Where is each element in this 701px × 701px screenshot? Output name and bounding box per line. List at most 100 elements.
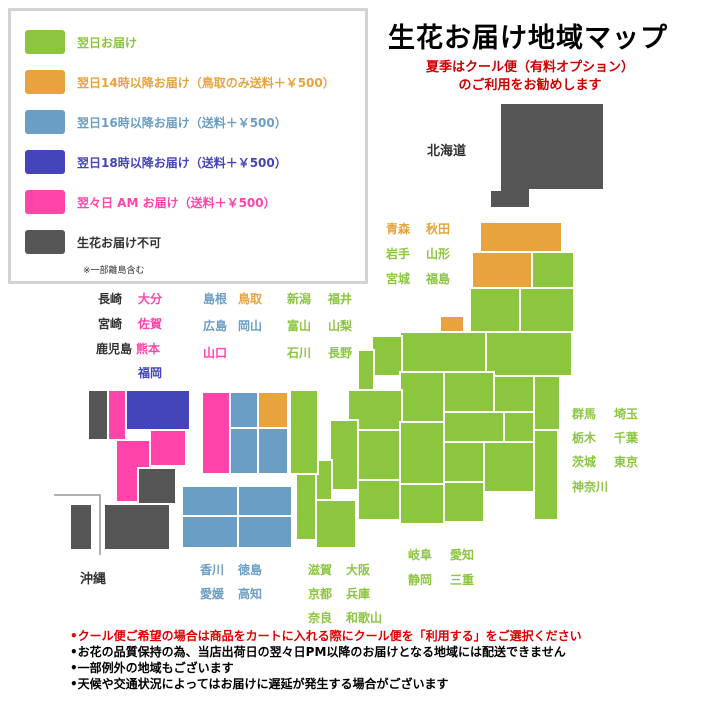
- prefecture-label-shikoku: 高知: [238, 587, 263, 601]
- prefecture-label-tokai: 愛知: [450, 548, 475, 562]
- prefecture-label-hokuriku: 山梨: [328, 319, 353, 333]
- aichi-block: [399, 483, 445, 525]
- saga-block: [107, 389, 127, 441]
- prefecture-label-kanto: 栃木: [572, 431, 597, 445]
- fukuoka-block: [125, 389, 191, 431]
- footnote-quality: •お花の品質保持の為、当店出荷日の翌々日PM以降のお届けとなる地域には配送できま…: [70, 645, 566, 659]
- prefecture-label-kyushu: 鹿児島: [96, 342, 133, 356]
- prefecture-label-kanto: 東京: [614, 455, 639, 469]
- region-label-hokkaido: 北海道: [427, 144, 467, 159]
- gunma-block: [443, 371, 495, 413]
- prefecture-label-kyushu: 大分: [138, 292, 163, 306]
- prefecture-label-kyushu: 長崎: [98, 292, 123, 306]
- prefecture-label-hokuriku: 福井: [328, 292, 353, 306]
- prefecture-label-tohoku: 秋田: [426, 222, 451, 236]
- shimane-block: [229, 391, 259, 429]
- prefecture-label-kanto: 茨城: [572, 455, 597, 469]
- footnote-cool-delivery: •クール便ご希望の場合は商品をカートに入れる際にクール便を「利用する」をご選択く…: [70, 629, 582, 643]
- subtitle-line-1: 夏季はクール便（有料オプション）: [425, 60, 634, 75]
- legend-label: 翌日お届け: [77, 35, 138, 50]
- legend-label: 生花お届け不可: [77, 235, 162, 250]
- legend-item-day-after-am: 翌々日 AM お届け（送料＋￥500）: [25, 189, 276, 215]
- legend-item-not-available: 生花お届け不可: [25, 229, 161, 255]
- iwate-block: [531, 251, 575, 289]
- legend-swatch: [25, 230, 65, 254]
- prefecture-label-hokuriku: 石川: [287, 346, 312, 360]
- ehime-block: [181, 515, 239, 549]
- nagano-block: [399, 371, 445, 423]
- legend-swatch: [25, 190, 65, 214]
- akita-block: [471, 251, 533, 289]
- saitama-block: [443, 411, 505, 443]
- kyoto-block: [329, 419, 359, 491]
- kinki-north-block: [357, 429, 401, 481]
- kagoshima-block: [103, 503, 171, 551]
- prefecture-label-hokuriku: 長野: [328, 346, 353, 360]
- fukushima-block: [485, 331, 573, 377]
- miyazaki-block: [137, 467, 177, 505]
- map-title: 生花お届け地域マップ: [388, 23, 668, 54]
- nagasaki-block: [87, 389, 109, 441]
- legend-box: 翌日お届け 翌日14時以降お届け（鳥取のみ送料＋￥500） 翌日16時以降お届け…: [8, 8, 368, 284]
- yamaguchi-block: [201, 391, 231, 475]
- hokkaido-block: [489, 102, 605, 209]
- prefecture-label-shikoku: 香川: [200, 563, 225, 577]
- tottori-block: [257, 391, 289, 429]
- prefecture-label-tohoku: 青森: [386, 222, 411, 236]
- prefecture-label-kinki: 滋賀: [308, 563, 333, 577]
- prefecture-label-chugoku: 鳥取: [238, 292, 263, 306]
- footnote-exceptions: •一部例外の地域もございます: [70, 661, 234, 675]
- prefecture-label-kinki: 京都: [308, 587, 333, 601]
- kanagawa-block: [483, 441, 535, 493]
- prefecture-label-tohoku: 岩手: [386, 247, 411, 261]
- prefecture-label-kanto: 神奈川: [572, 480, 609, 494]
- prefecture-label-kanto: 群馬: [572, 407, 597, 421]
- prefecture-label-chugoku: 山口: [203, 346, 228, 360]
- prefecture-label-hokuriku: 富山: [287, 319, 312, 333]
- legend-label: 翌日18時以降お届け（送料＋￥500）: [77, 155, 287, 170]
- prefecture-label-chugoku: 岡山: [238, 319, 263, 333]
- prefecture-label-kyushu: 佐賀: [138, 317, 163, 331]
- legend-note: ※一部離島含む: [83, 266, 145, 276]
- wakayama-block: [295, 473, 317, 541]
- gifu-block: [399, 421, 445, 485]
- prefecture-label-kyushu: 福岡: [138, 366, 163, 380]
- mie-block: [357, 479, 401, 521]
- legend-item-next-day-16: 翌日16時以降お届け（送料＋￥500）: [25, 109, 287, 135]
- tochigi-block: [493, 375, 535, 413]
- prefecture-label-kyushu: 熊本: [136, 342, 161, 356]
- prefecture-label-tokai: 静岡: [408, 573, 433, 587]
- legend-label: 翌日14時以降お届け（鳥取のみ送料＋￥500）: [77, 75, 335, 90]
- subtitle-line-2: のご利用をお勧めします: [458, 78, 602, 93]
- kochi-block: [237, 515, 293, 549]
- footnote-weather: •天候や交通状況によってはお届けに遅延が発生する場合がございます: [70, 677, 449, 691]
- prefecture-label-kinki: 大阪: [346, 563, 371, 577]
- prefecture-label-kinki: 和歌山: [346, 611, 383, 625]
- prefecture-label-tohoku: 山形: [426, 247, 451, 261]
- prefecture-label-chugoku: 島根: [203, 292, 228, 306]
- tokyo-block: [503, 411, 535, 443]
- prefecture-label-shikoku: 徳島: [238, 563, 263, 577]
- legend-label: 翌日16時以降お届け（送料＋￥500）: [77, 115, 287, 130]
- okinawa-divider: [54, 494, 101, 555]
- prefecture-label-tohoku: 福島: [426, 272, 451, 286]
- oita-block: [149, 429, 187, 467]
- legend-item-next-day-18: 翌日18時以降お届け（送料＋￥500）: [25, 149, 287, 175]
- prefecture-label-kanto: 埼玉: [614, 407, 639, 421]
- legend-swatch: [25, 150, 65, 174]
- chiba-block: [533, 429, 559, 521]
- prefecture-label-kyushu: 宮崎: [98, 317, 123, 331]
- shizuoka-block: [443, 481, 485, 523]
- yamagata-block: [469, 287, 521, 333]
- prefecture-label-tokai: 三重: [450, 573, 475, 587]
- prefecture-label-kanto: 千葉: [614, 431, 639, 445]
- prefecture-label-kinki: 兵庫: [346, 587, 371, 601]
- ibaraki-block: [533, 375, 561, 431]
- yamanashi-block: [443, 441, 485, 483]
- prefecture-label-shikoku: 愛媛: [200, 587, 225, 601]
- legend-item-next-day-14: 翌日14時以降お届け（鳥取のみ送料＋￥500）: [25, 69, 335, 95]
- kagawa-block: [181, 485, 239, 517]
- footnotes: •クール便ご希望の場合は商品をカートに入れる際にクール便を「利用する」をご選択く…: [70, 628, 582, 692]
- legend-swatch: [25, 70, 65, 94]
